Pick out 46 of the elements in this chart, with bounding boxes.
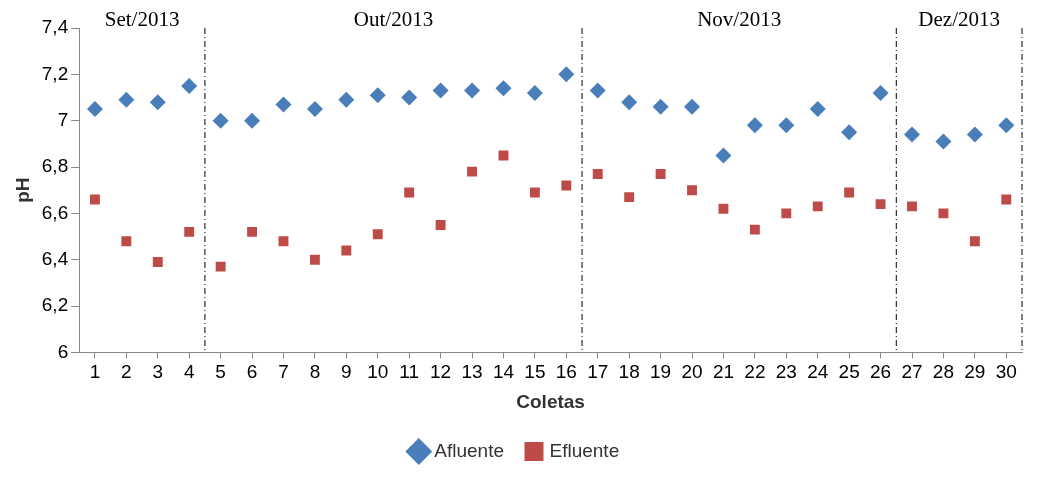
x-tick-label: 4 — [183, 361, 195, 383]
x-tick-label: 13 — [461, 361, 483, 383]
x-tick-label: 19 — [650, 361, 672, 383]
x-tick-label: 28 — [932, 361, 954, 383]
legend-label: Afluente — [434, 439, 505, 461]
x-tick-label: 3 — [152, 361, 164, 383]
y-tick-label: 7,4 — [41, 16, 69, 38]
x-tick-label: 14 — [492, 361, 515, 383]
annotation: Out/2013 — [353, 7, 434, 32]
x-tick-label: 2 — [121, 361, 132, 383]
x-tick-label: 22 — [744, 361, 766, 383]
y-tick-label: 6,2 — [41, 294, 69, 316]
x-tick-label: 20 — [681, 361, 703, 383]
annotation: Set/2013 — [104, 7, 180, 32]
x-tick-label: 9 — [341, 361, 352, 383]
annotation: Nov/2013 — [697, 7, 782, 32]
x-tick-label: 5 — [215, 361, 226, 383]
x-tick-label: 8 — [309, 361, 321, 383]
x-axis-title: Coletas — [516, 390, 585, 412]
x-tick-label: 12 — [430, 361, 452, 383]
y-tick-label: 6,8 — [41, 155, 69, 177]
y-tick-label: 6 — [57, 340, 69, 362]
x-tick-label: 1 — [89, 361, 101, 383]
x-tick-label: 16 — [555, 361, 577, 383]
y-tick-label: 6,4 — [41, 247, 69, 269]
x-tick-label: 17 — [587, 361, 609, 383]
x-tick-label: 27 — [901, 361, 923, 383]
legend-label: Efluente — [549, 439, 620, 461]
x-tick-label: 25 — [838, 361, 860, 383]
x-tick-label: 30 — [995, 361, 1017, 383]
x-tick-label: 26 — [870, 361, 892, 383]
y-tick-label: 7 — [57, 108, 69, 130]
x-tick-label: 23 — [775, 361, 797, 383]
x-tick-label: 18 — [618, 361, 640, 383]
x-tick-label: 15 — [524, 361, 546, 383]
x-tick-label: 21 — [712, 361, 735, 383]
y-tick-label: 7,2 — [41, 62, 69, 84]
x-tick-label: 29 — [964, 361, 986, 383]
x-tick-label: 7 — [278, 361, 289, 383]
annotation: Dez/2013 — [918, 7, 1000, 32]
y-tick-label: 6,6 — [41, 201, 69, 223]
x-tick-label: 10 — [367, 361, 389, 383]
y-axis-title: pH — [11, 177, 33, 203]
x-tick-label: 24 — [807, 361, 829, 383]
x-tick-label: 11 — [399, 361, 420, 383]
x-tick-label: 6 — [246, 361, 258, 383]
